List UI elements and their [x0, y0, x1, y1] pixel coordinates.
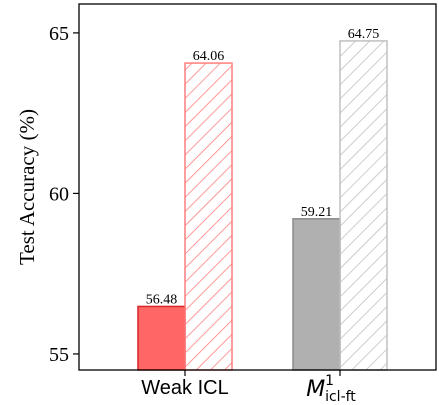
data-label: 64.75: [348, 27, 380, 42]
category-label-superscript: 1: [325, 373, 334, 389]
category-label-m-icl-ft: M1 icl-ft: [306, 373, 356, 405]
bar-group1-hatched: [184, 62, 233, 371]
plot-frame: [78, 3, 437, 371]
bar-group1-solid: [137, 305, 186, 371]
y-tick-label: 60: [49, 183, 69, 205]
data-label: 56.48: [146, 292, 178, 307]
y-ticks-layer: 55 60 65: [49, 23, 79, 366]
bar-group2-hatched: [339, 40, 388, 371]
bars-layer: [137, 40, 388, 371]
y-tick-label: 55: [49, 344, 69, 366]
category-label-weak-icl: Weak ICL: [141, 377, 228, 399]
x-ticks-layer: [184, 370, 341, 376]
data-label: 59.21: [301, 205, 333, 220]
y-axis-label: Test Accuracy (%): [15, 109, 39, 265]
data-labels-layer: 56.48 64.06 59.21 64.75: [146, 27, 380, 308]
category-label-subscript: icl-ft: [325, 389, 356, 405]
bar-group2-solid: [292, 218, 341, 371]
category-label-main: M: [306, 377, 325, 402]
y-tick-label: 65: [49, 23, 69, 45]
data-label: 64.06: [193, 49, 225, 64]
